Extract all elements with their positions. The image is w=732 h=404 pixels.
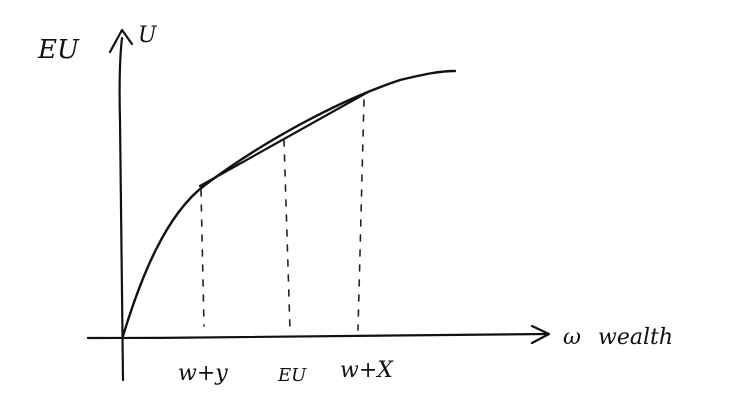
- x-axis: [86, 324, 551, 345]
- dashed-guide-w-plus-x: [357, 99, 365, 331]
- utility-curve: [121, 69, 457, 338]
- y-axis-line: [118, 36, 125, 382]
- x-axis-label-wealth: wealth: [598, 325, 673, 350]
- x-axis-arrowhead: [530, 324, 551, 345]
- y-axis-label-eu: EU: [37, 35, 80, 65]
- x-axis-symbol-omega: ω: [563, 325, 581, 350]
- tick-label-eu: EU: [277, 365, 307, 386]
- chord-line: [198, 90, 370, 188]
- tick-label-w-plus-y: w+y: [178, 361, 228, 386]
- dashed-guide-eu: [283, 139, 291, 331]
- y-axis-arrowhead: [108, 28, 134, 54]
- tick-label-w-plus-x: w+X: [340, 358, 394, 383]
- x-axis-line: [86, 332, 547, 340]
- dashed-guide-w-plus-y: [200, 189, 205, 327]
- y-axis-label-u: U: [138, 23, 158, 48]
- y-axis: [108, 28, 134, 382]
